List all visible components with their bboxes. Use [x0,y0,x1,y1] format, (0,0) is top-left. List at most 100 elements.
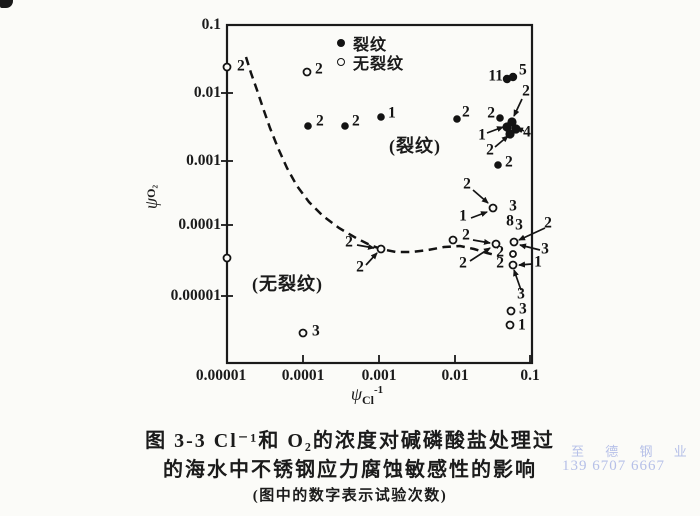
test-count-label: 1 [388,105,396,122]
test-count-label: 4 [523,124,531,141]
plot-border [225,23,534,365]
caption-line-3: (图中的数字表示试验次数) [252,488,448,504]
test-count-label: 3 [517,286,525,303]
crack-data-point [377,113,385,121]
annotation-arrow [518,227,546,241]
test-count-label: 3 [312,323,320,340]
psi-symbol: ψ [350,384,362,404]
legend-item-no-crack: 无裂纹 [337,52,405,73]
crack-data-point [304,122,312,130]
annotation-arrow [513,98,523,117]
scan-artifact-mark [0,0,13,8]
legend-item-crack: 裂纹 [337,33,404,54]
legend: 裂纹 无裂纹 [337,33,405,73]
y-axis-subscript: O₂ [143,184,158,198]
region-label-no-crack: (无裂纹) [252,274,323,294]
annotation-arrow [356,244,375,250]
test-count-label: 3 [509,198,517,215]
crack-data-point [494,161,502,169]
watermark-company: 至 德 钢 业 [571,444,696,459]
x-tick-label: 0.1 [520,367,540,384]
y-tick-label: 0.00001 [170,287,221,304]
psi-symbol: ψ [140,197,161,210]
y-tick-label: 0.0001 [178,216,221,233]
no-crack-data-point [509,237,519,247]
annotation-arrow [469,247,491,262]
test-count-label: 1 [518,317,526,334]
open-circle-marker-icon [337,57,345,66]
crack-data-point [453,115,461,123]
x-tick-label: 0.00001 [195,367,247,384]
test-count-label: 2 [505,154,513,171]
crack-data-point [496,114,504,122]
x-axis-superscript: -1 [374,383,384,396]
annotation-arrow [472,239,491,245]
annotation-arrow [519,243,541,251]
boundary-curve [244,56,500,258]
no-crack-data-point [298,328,308,338]
test-count-label: 2 [462,104,470,121]
legend-label-crack: 裂纹 [353,36,388,54]
crack-data-point [508,72,518,82]
annotation-arrow [486,126,504,134]
test-count-label: 3 [515,217,523,234]
test-count-label: 2 [496,255,504,272]
test-count-label: 2 [356,259,364,276]
test-count-label: 2 [486,142,494,159]
crack-data-point [502,122,512,132]
test-count-label: 2 [544,215,552,232]
test-count-label: 2 [462,227,470,244]
test-count-label: 2 [487,105,495,122]
annotation-arrow [494,135,509,148]
test-count-label: 2 [459,255,467,272]
crack-data-point [341,122,349,130]
test-count-label: 3 [519,301,527,318]
crack-data-point [505,129,515,139]
test-count-label: 2 [522,83,530,100]
no-crack-data-point [509,250,517,258]
no-crack-data-point [488,203,498,213]
data-points [222,62,521,338]
y-tick-label: 0.001 [186,152,221,169]
test-count-label: 1 [478,127,486,144]
caption-line-1: 图 3-3 Cl⁻¹和 O₂的浓度对碱磷酸盐处理过 [145,430,555,452]
no-crack-data-point [508,260,518,270]
test-count-label: 1 [534,254,542,271]
annotation-arrow [518,261,533,268]
x-axis-title: ψCl-1 [326,384,408,408]
no-crack-data-point [448,235,458,245]
y-tick-label: 0.1 [201,16,221,33]
test-count-label: 2 [345,234,353,251]
no-crack-data-point [505,320,515,330]
caption-line-2: 的海水中不锈钢应力腐蚀敏感性的影响 [163,459,537,481]
annotation-arrow [470,211,488,219]
test-count-label: 8 [506,213,514,230]
x-tick-label: 0.01 [441,367,469,384]
test-count-label: 2 [463,176,471,193]
no-crack-data-point [376,244,386,254]
no-crack-data-point [302,67,312,77]
region-label-crack: (裂纹) [389,136,441,156]
annotation-arrow [513,269,522,291]
annotation-arrow [472,189,489,204]
plot-frame [221,23,534,365]
y-tick-label: 0.01 [193,84,221,101]
test-count-label: 2 [315,61,323,78]
test-count-label: 2 [352,113,360,130]
test-count-label: 3 [541,241,549,258]
x-axis-subscript: Cl [362,393,374,408]
crack-boundary-curve [244,56,500,258]
no-crack-data-point [491,239,501,249]
watermark-phone: 139 6707 6667 [562,458,665,474]
x-tick-label: 0.001 [361,367,397,384]
no-crack-data-point [506,306,516,316]
filled-dot-marker-icon [337,38,345,47]
test-count-label: 5 [519,62,527,79]
test-count-label: 2 [316,113,324,130]
x-tick-label: 0.0001 [281,367,325,384]
no-crack-data-point [222,62,232,72]
legend-label-no-crack: 无裂纹 [353,55,405,73]
